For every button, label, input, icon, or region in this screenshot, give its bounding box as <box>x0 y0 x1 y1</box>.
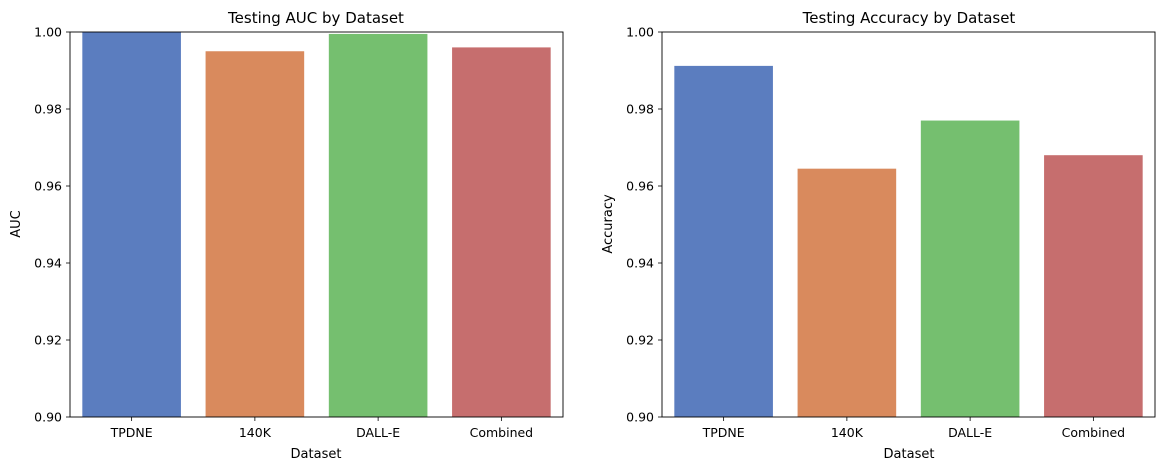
accuracy-x-axis-label: Dataset <box>884 447 935 462</box>
accuracy-y-tick-label: 1.00 <box>626 25 654 40</box>
accuracy-bar-140k <box>797 168 897 417</box>
auc-plot-frame <box>69 31 564 418</box>
auc-bar-dall-e <box>328 33 428 418</box>
auc-x-tick-label: Combined <box>470 425 534 440</box>
accuracy-y-tick-label: 0.92 <box>626 333 654 348</box>
accuracy-x-tick-label: DALL-E <box>948 425 992 440</box>
auc-y-tick-label: 0.98 <box>34 102 62 117</box>
accuracy-chart-panel: Testing Accuracy by Dataset Dataset Accu… <box>601 9 1156 462</box>
auc-y-tick-label: 0.94 <box>34 256 62 271</box>
auc-bar-tpdne <box>82 32 181 417</box>
accuracy-y-tick-label: 0.96 <box>626 179 654 194</box>
accuracy-x-tick-label: 140K <box>831 425 864 440</box>
auc-bar-140k <box>205 51 305 417</box>
auc-y-tick-label: 0.90 <box>34 410 62 425</box>
auc-y-tick-label: 1.00 <box>34 25 62 40</box>
auc-y-axis-label: AUC <box>9 210 24 238</box>
auc-y-tick-label: 0.96 <box>34 179 62 194</box>
accuracy-bar-combined <box>1044 155 1143 417</box>
auc-chart-panel: Testing AUC by Dataset Dataset AUC TPDNE… <box>9 9 564 462</box>
auc-x-tick-label: 140K <box>239 425 272 440</box>
accuracy-chart-title: Testing Accuracy by Dataset <box>802 9 1016 27</box>
auc-x-tick-label: TPDNE <box>110 425 153 440</box>
auc-y-tick-label: 0.92 <box>34 333 62 348</box>
auc-x-axis-label: Dataset <box>291 447 342 462</box>
auc-chart-title: Testing AUC by Dataset <box>227 9 404 27</box>
accuracy-bar-dall-e <box>920 120 1020 418</box>
accuracy-plot-frame <box>661 31 1156 418</box>
accuracy-bar-tpdne <box>674 65 773 417</box>
auc-bar-combined <box>452 47 551 418</box>
accuracy-y-axis-label: Accuracy <box>601 194 616 254</box>
accuracy-y-tick-label: 0.98 <box>626 102 654 117</box>
accuracy-y-tick-label: 0.94 <box>626 256 654 271</box>
accuracy-x-tick-label: TPDNE <box>702 425 745 440</box>
accuracy-y-tick-label: 0.90 <box>626 410 654 425</box>
auc-x-tick-label: DALL-E <box>356 425 400 440</box>
accuracy-x-tick-label: Combined <box>1062 425 1126 440</box>
